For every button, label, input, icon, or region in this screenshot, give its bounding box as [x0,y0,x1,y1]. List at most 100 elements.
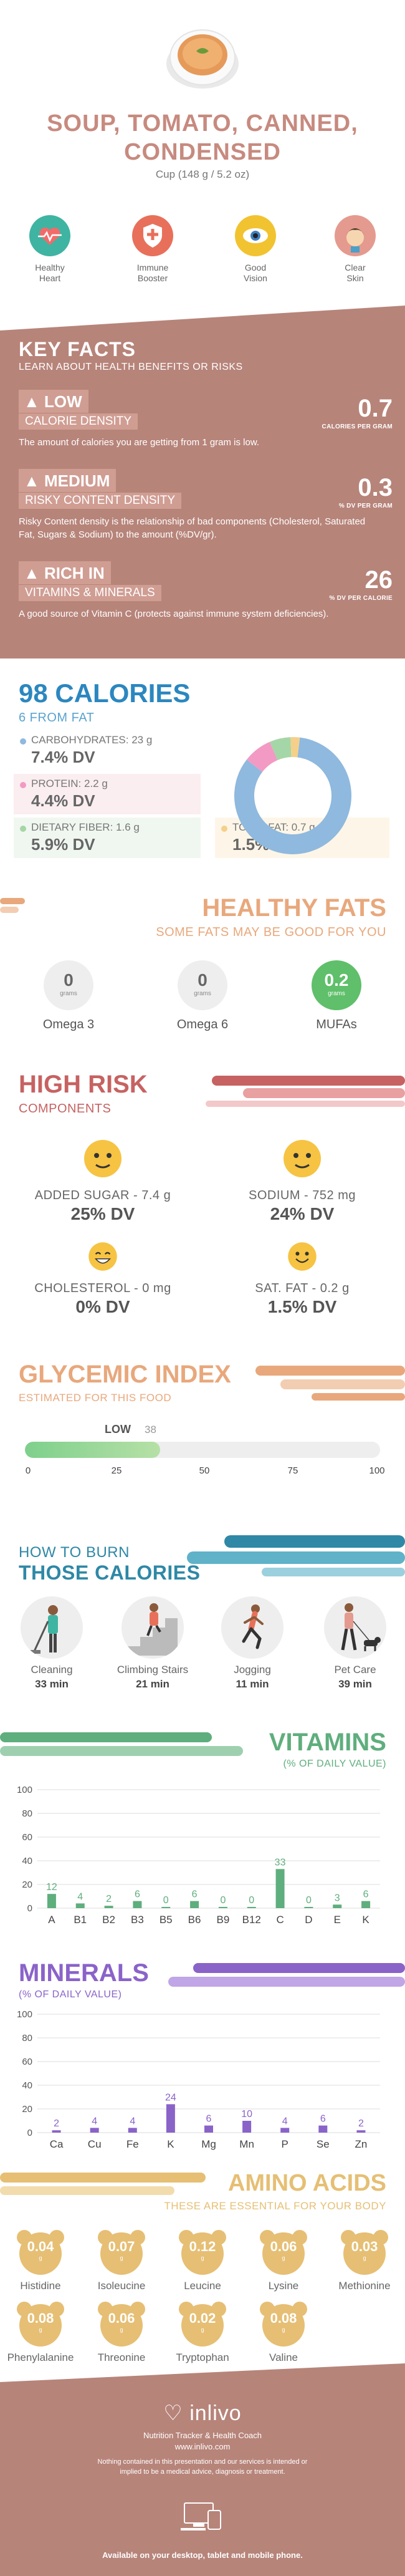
amino-item-tryptophan: 0.02 g Tryptophan [165,2298,240,2364]
amino-value: 0.08 [27,2310,54,2326]
activity-name: Cleaning [31,1664,73,1676]
bar-value-label: 2 [106,1894,112,1904]
key-facts-title: KEY FACTS [19,338,136,360]
bar-value-label: 4 [92,2116,97,2126]
bar-value-label: 0 [163,1895,169,1906]
vitamins-bar-chart: 10080604020012A4B12B26B30B56B60B90B1233C… [17,1785,380,1926]
jogging-icon [221,1596,284,1659]
benefit-label: Healthy Heart [35,263,65,283]
fact-value: 26 [364,566,393,594]
neutral-face-icon [284,1140,321,1177]
glycemic-subtitle: ESTIMATED FOR THIS FOOD [19,1392,172,1404]
fat-omega-3: 0 grams Omega 3 [25,960,112,1032]
amino-badge-icon: 0.08 g [257,2298,310,2348]
amino-title: AMINO ACIDS [227,2170,386,2196]
x-category-label: C [276,1914,284,1926]
amino-label: Threonine [97,2352,146,2363]
bar-A [47,1894,56,1908]
bar-C [275,1869,285,1908]
glycemic-tick: 100 [369,1465,385,1476]
healthy-fats-title: HEALTHY FATS [202,894,386,922]
activity-name: Jogging [234,1664,271,1676]
minerals-title: MINERALS [19,1959,149,1987]
minerals-bar-chart: 100 80 60 40 20 0 2 Ca 4 Cu 4 Fe 24 K 6 Mg 10 Mn 4 P 6 Se 2 Zn [17,2009,380,2150]
amino-item-phenylalanine: 0.08 g Phenylalanine [3,2298,78,2364]
fat-circle: 0.2 grams [312,960,361,1010]
bar-value-label: 4 [130,2116,135,2126]
bar-value-label: 24 [165,2092,176,2103]
amino-item-threonine: 0.06 g Threonine [84,2298,159,2364]
amino-item-valine: 0.08 g Valine [246,2298,321,2364]
fact-value: 0.7 [358,395,393,422]
bar-value-label: 4 [282,2116,288,2126]
amino-acids-section: AMINO ACIDS THESE ARE ESSENTIAL FOR YOUR… [0,2164,405,2363]
nutrient-dv: 7.4% DV [31,748,95,766]
devices-icon [181,2502,221,2530]
healthy-fats-section: HEALTHY FATS SOME FATS MAY BE GOOD FOR Y… [0,885,405,1041]
donut-slice-3 [290,737,300,758]
decorative-stripe [206,1076,405,1107]
bar-value-label: 2 [358,2118,364,2129]
bar-B6 [190,1901,199,1908]
risk-dv: 24% DV [270,1204,335,1223]
serving-size: Cup (148 g / 5.2 oz) [155,168,250,180]
x-category-label: Mn [239,2138,254,2150]
x-category-label: Se [317,2138,330,2150]
amino-value: 0.03 [351,2239,378,2254]
legend-dot [221,826,227,832]
activity-minutes: 21 min [136,1678,169,1690]
amino-unit: g [120,2255,123,2261]
amino-item-lysine: 0.06 g Lysine [246,2226,321,2292]
bar-Fe [128,2128,137,2133]
bar-B12 [247,1907,256,1908]
fact-value: 0.3 [358,474,393,501]
amino-badge-icon: 0.04 g [14,2226,67,2276]
nutrient-protein: PROTEIN: 2.2 g 4.4% DV [14,774,201,814]
fact-description: A good source of Vitamin C (protects aga… [19,609,329,619]
fat-label: Omega 3 [42,1018,95,1031]
x-category-label: B12 [242,1914,261,1926]
bar-Zn [356,2130,366,2133]
amino-unit: g [363,2255,366,2261]
fact-level: ▲ LOW [19,390,88,413]
x-category-label: Mg [201,2138,216,2150]
legend-dot [20,826,26,832]
fact-unit: % DV PER CALORIE [329,595,393,602]
cleaning-icon [21,1596,83,1659]
bar-B1 [75,1903,85,1908]
risk-dv: 1.5% DV [267,1297,337,1316]
bar-K [361,1901,371,1908]
x-category-label: B5 [160,1914,173,1926]
benefit-healthy-heart: Healthy Heart [16,215,84,284]
bar-B9 [218,1907,227,1908]
x-category-label: K [167,2138,174,2150]
footer-section: ♡ inlivo Nutrition Tracker & Health Coac… [0,2363,405,2576]
activity-name: Climbing Stairs [117,1664,189,1676]
amino-unit: g [282,2255,285,2261]
key-facts-subtitle: LEARN ABOUT HEALTH BENEFITS OR RISKS [19,362,243,372]
amino-label: Histidine [20,2280,61,2292]
activity-pet-care: Pet Care 39 min [308,1596,402,1691]
fact-calorie-density: ▲ LOW CALORIE DENSITY 0.7 CALORIES PER G… [19,390,393,449]
amino-label: Methionine [338,2280,391,2292]
activity-jogging: Jogging 11 min [206,1596,299,1691]
risk-name: SODIUM - 752 mg [249,1189,356,1202]
decorative-stripe [0,1732,243,1756]
fact-label: CALORIE DENSITY [19,413,138,430]
fact-risky-content: ▲ MEDIUM RISKY CONTENT DENSITY 0.3 % DV … [19,469,393,541]
benefit-good-vision: Good Vision [221,215,290,284]
brand-url[interactable]: www.inlivo.com [174,2442,231,2451]
burn-calories-section: HOW TO BURN THOSE CALORIES Cleaning 33 m… [0,1522,405,1709]
amino-label: Tryptophan [176,2352,229,2363]
fat-omega-6: 0 grams Omega 6 [159,960,246,1032]
nutrient-dietary-fiber: DIETARY FIBER: 1.6 g 5.9% DV [14,818,201,858]
risk-saturated-fat: SAT. FAT - 0.2 g 1.5% DV [209,1241,396,1317]
decorative-stripe [0,898,25,913]
bar-value-label: 0 [220,1895,226,1906]
bar-value-label: 6 [320,2114,326,2125]
x-category-label: D [305,1914,312,1926]
benefit-label: Good Vision [244,263,267,283]
fat-circle: 0 grams [178,960,227,1010]
y-tick-label: 100 [17,2009,32,2020]
calories-section: 98 CALORIES 6 FROM FAT CARBOHYDRATES: 23… [0,658,405,864]
